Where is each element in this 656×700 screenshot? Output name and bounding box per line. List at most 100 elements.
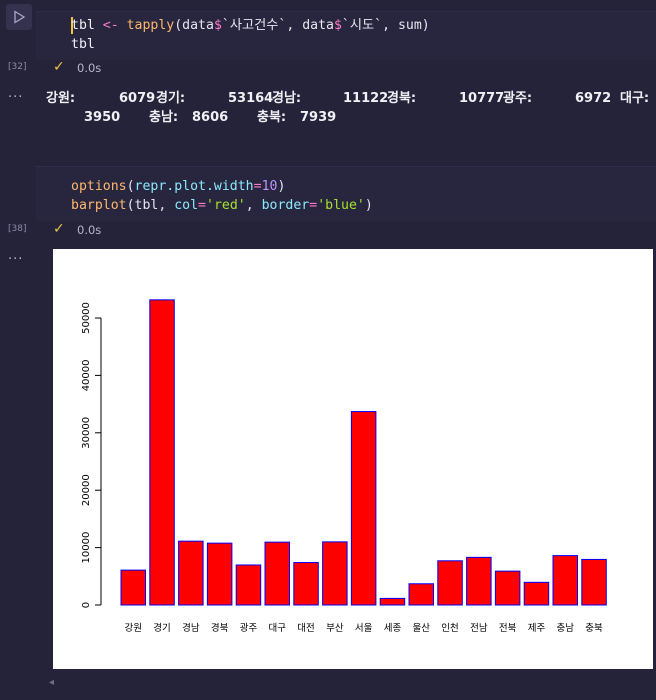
code-token: ( [126,179,135,194]
output-token: 6972 [575,91,612,106]
code-token: ) [277,179,286,194]
x-tick-label: 대전 [297,623,314,634]
y-tick-label: 10000 [81,532,92,564]
output-token: 11122 [343,91,389,106]
code-token: tbl [71,18,95,33]
bar [466,556,492,606]
bar [206,542,233,606]
output-token: 강원: [46,91,76,106]
run-cell-button[interactable] [6,4,32,30]
output-menu-button[interactable]: ... [8,86,24,101]
code-token: 'blue' [317,198,365,213]
output-token: 경남: [272,91,302,106]
code-token: , sum) [382,18,430,33]
bar [322,541,348,606]
play-icon [14,10,26,24]
cell-2-status: [38] ✓ 0.0s [0,219,656,241]
code-cell-2[interactable]: options(repr.plot.width=10) barplot(tbl,… [36,166,656,222]
code-line-1[interactable]: options(repr.plot.width=10) [71,177,285,196]
code-line-2[interactable]: barplot(tbl, col='red', border='blue') [71,196,373,215]
x-tick-label: 충남 [557,623,575,634]
code-token: $ [213,18,222,33]
check-icon: ✓ [53,59,65,75]
code-line-1[interactable]: tbl <- tapply(data$`사고건수`, data$`시도`, su… [71,16,430,35]
bar [120,569,146,606]
code-token: ) [364,198,373,213]
text-cursor [71,17,73,34]
code-token: `사고건수` [221,18,287,33]
code-token: = [309,198,318,213]
x-tick-label: 전북 [499,623,517,634]
bar [552,555,578,606]
code-token: <- [94,18,127,33]
code-token: (data [174,18,214,33]
x-tick-label: 광주 [240,622,258,634]
code-token: tapply [126,18,175,33]
code-token: 10 [261,179,278,194]
code-token: = [198,198,206,213]
x-tick-label: 세종 [384,623,402,634]
x-tick-label: 부산 [326,623,344,634]
bar [494,570,521,606]
y-tick-label: 50000 [81,302,92,334]
x-tick-label: 경북 [211,622,229,634]
barplot-output: 0 10000 20000 30000 40000 50000 강원 경기 경남 경북 광주 대구 대전… [53,249,653,669]
x-tick-label: 울산 [413,623,431,634]
x-tick-label: 충북 [585,623,603,634]
code-cell-1[interactable]: tbl <- tapply(data$`사고건수`, data$`시도`, su… [36,11,656,60]
y-tick-label: 30000 [81,417,92,449]
execution-count: [32] [8,62,27,72]
output-token: 7939 [300,110,337,125]
x-tick-label: 경남 [182,622,200,634]
output-token: 대구: [620,91,650,106]
bar [293,562,319,606]
execution-time: 0.0s [77,223,102,237]
x-tick-label: 서울 [355,623,373,634]
x-tick-label: 제주 [528,623,546,634]
code-token: col [174,198,199,213]
code-token: , data [286,18,334,33]
output-token: 8606 [192,110,229,125]
output-token: 경북: [387,91,417,106]
bar [235,564,262,606]
chevron-left-icon[interactable]: ◂ [49,677,55,688]
x-tick-label: 전남 [470,623,488,634]
bar [149,299,175,606]
bar [264,541,290,606]
output-token: 광주: [503,91,533,106]
code-token: , [245,198,262,213]
code-token: = [253,179,262,194]
bar-chart: 0 10000 20000 30000 40000 50000 강원 경기 경남 경북 광주 대구 대전… [81,299,607,634]
output-token: 충남: [149,110,179,125]
code-token: $ [333,18,342,33]
code-token: `시도` [341,18,383,33]
output-token: 6079 [119,91,156,106]
bar [408,583,434,606]
code-line-2[interactable]: tbl [71,37,95,52]
bar [350,411,377,606]
execution-time: 0.0s [77,61,102,75]
output-token: 10777 [459,91,505,106]
y-tick-label: 40000 [81,359,92,391]
code-token: options [71,179,127,194]
code-token: (tbl, [126,198,175,213]
output-token: 경기: [156,91,186,106]
bar [178,540,204,606]
bar [523,581,550,606]
output-token: 충북: [257,110,287,125]
execution-count: [38] [8,224,27,234]
cell-1-status: [32] ✓ 0.0s [0,57,656,79]
code-token: 'red' [206,198,246,213]
x-tick-label: 대구 [269,623,287,634]
bar [379,597,406,606]
output-token: 3950 [84,110,121,125]
bar [437,560,463,606]
output-menu-button[interactable]: ... [8,248,24,263]
code-token: barplot [71,198,127,213]
x-tick-label: 강원 [125,623,142,634]
check-icon: ✓ [53,221,65,237]
code-token: repr.plot.width [134,179,254,194]
code-token: border [261,198,310,213]
x-tick-label: 경기 [153,622,170,634]
y-tick-label: 20000 [81,474,92,506]
